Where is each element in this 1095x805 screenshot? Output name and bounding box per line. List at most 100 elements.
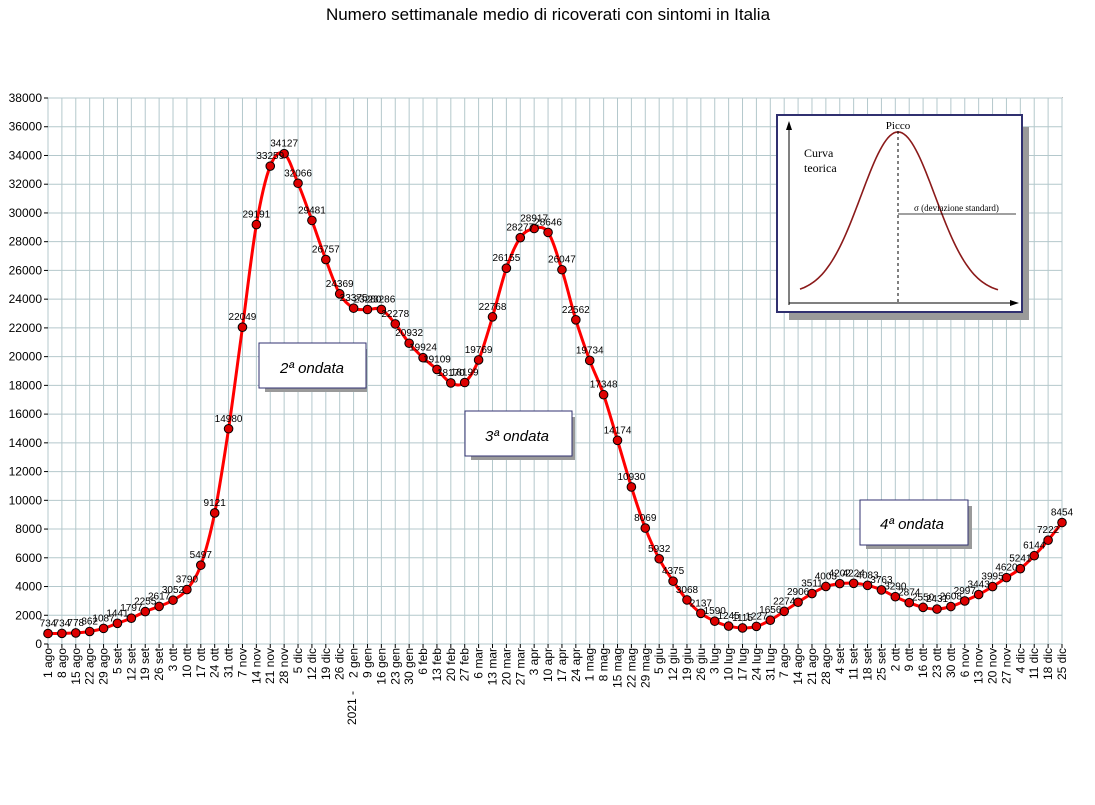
x-tick-label: 10 ott	[180, 647, 194, 678]
data-point	[237, 322, 248, 332]
data-label: 3052	[162, 585, 185, 596]
data-label: 20932	[395, 328, 423, 339]
x-tick-label: 26 dic	[333, 648, 347, 680]
data-point	[473, 355, 484, 365]
data-point	[640, 523, 651, 533]
x-tick-label: 9 gen	[360, 648, 374, 678]
data-label: 28646	[534, 217, 562, 228]
data-point	[1001, 572, 1012, 583]
x-tick-label: 2 ott	[888, 647, 902, 671]
data-point	[321, 254, 331, 265]
data-label: 4202	[829, 569, 852, 580]
x-tick-label: 7 ago	[777, 648, 791, 678]
data-point	[987, 581, 998, 592]
data-point	[557, 264, 567, 275]
data-point	[265, 161, 276, 171]
y-tick-label: 26000	[9, 263, 43, 277]
data-label: 1227	[745, 611, 768, 622]
x-tick-label: 6 feb	[416, 648, 430, 675]
y-tick-label: 2000	[15, 608, 42, 622]
data-point	[876, 585, 887, 595]
x-tick-label: 29 ago	[97, 648, 111, 685]
data-point	[404, 338, 414, 349]
data-point	[209, 508, 220, 518]
y-tick-label: 12000	[9, 465, 43, 479]
data-label: 17348	[590, 380, 618, 391]
data-point	[737, 623, 748, 633]
data-point	[348, 303, 359, 313]
data-point	[70, 628, 81, 638]
data-point	[487, 312, 498, 322]
x-tick-label: 25 dic	[1055, 648, 1069, 680]
data-label: 19924	[409, 343, 437, 354]
data-point	[223, 423, 234, 434]
x-tick-label: 4 dic	[1013, 648, 1027, 673]
x-tick-label: 13 feb	[430, 648, 444, 682]
x-tick-label: 15 ago	[69, 648, 83, 685]
data-label: 4003	[815, 571, 838, 582]
y-tick-label: 4000	[15, 580, 42, 594]
inset-y-arrow-icon	[786, 121, 792, 130]
data-label: 24369	[326, 279, 354, 290]
x-tick-label: 16 ott	[916, 647, 930, 678]
x-tick-label: 4 set	[833, 647, 847, 674]
data-point	[723, 621, 734, 631]
data-label: 3443	[968, 580, 991, 591]
x-tick-label: 22 mag	[624, 648, 638, 688]
x-tick-label: 26 set	[152, 647, 166, 680]
y-tick-label: 34000	[9, 148, 43, 162]
x-tick-label: 5 giu	[652, 648, 666, 674]
data-point	[793, 597, 803, 608]
data-label: 4620	[995, 563, 1018, 574]
y-tick-label: 16000	[9, 407, 43, 421]
wave3-annotation: 3ª ondata	[464, 410, 575, 460]
data-point	[682, 595, 692, 605]
data-point	[626, 482, 637, 492]
y-tick-label: 0	[35, 637, 42, 651]
x-tick-label: 27 mar	[513, 648, 527, 685]
x-tick-label: 3 lug	[708, 648, 722, 674]
wave4-label: 4ª ondata	[880, 516, 944, 533]
x-tick-label: 19 dic	[319, 648, 333, 680]
y-tick-label: 36000	[9, 120, 43, 134]
data-point	[598, 389, 609, 400]
x-tick-label: 31 ott	[222, 647, 236, 678]
data-label: 26047	[548, 255, 576, 266]
x-tick-label: 8 mag	[597, 648, 611, 681]
data-point	[376, 304, 387, 315]
data-point	[959, 596, 970, 606]
data-point	[334, 289, 345, 299]
data-point	[98, 623, 109, 634]
x-tick-label: 5 set	[110, 647, 124, 674]
data-label: 3790	[176, 575, 199, 586]
data-label: 4375	[662, 566, 685, 577]
data-point	[446, 378, 456, 388]
x-tick-label: 10 lug	[722, 648, 736, 681]
data-point	[182, 584, 192, 595]
y-tick-label: 6000	[15, 551, 42, 565]
x-tick-label: 12 dic	[305, 648, 319, 680]
x-tick-label: 8 ago	[55, 648, 69, 678]
bell-curve	[799, 131, 999, 291]
sigma-label: σ (deviazione standard)	[914, 203, 999, 213]
data-label: 3511	[801, 579, 823, 590]
data-label: 23286	[367, 294, 395, 305]
data-label: 26155	[492, 253, 520, 264]
data-label: 7222	[1037, 525, 1060, 536]
data-label: 5497	[190, 550, 213, 561]
data-point	[904, 597, 915, 608]
data-label: 2137	[690, 598, 713, 609]
x-tick-label: 22 ago	[83, 648, 97, 685]
data-label: 734	[54, 618, 71, 629]
data-label: 33259	[256, 151, 284, 162]
data-label: 22562	[562, 305, 590, 316]
x-tick-label: 18 set	[861, 647, 875, 680]
data-point	[918, 602, 928, 613]
data-point	[668, 576, 678, 586]
data-point	[390, 319, 401, 329]
data-label: 1441	[106, 608, 129, 619]
data-point	[307, 215, 317, 226]
data-point	[696, 608, 706, 619]
data-point	[765, 615, 776, 626]
x-tick-label: 28 ago	[819, 648, 833, 685]
